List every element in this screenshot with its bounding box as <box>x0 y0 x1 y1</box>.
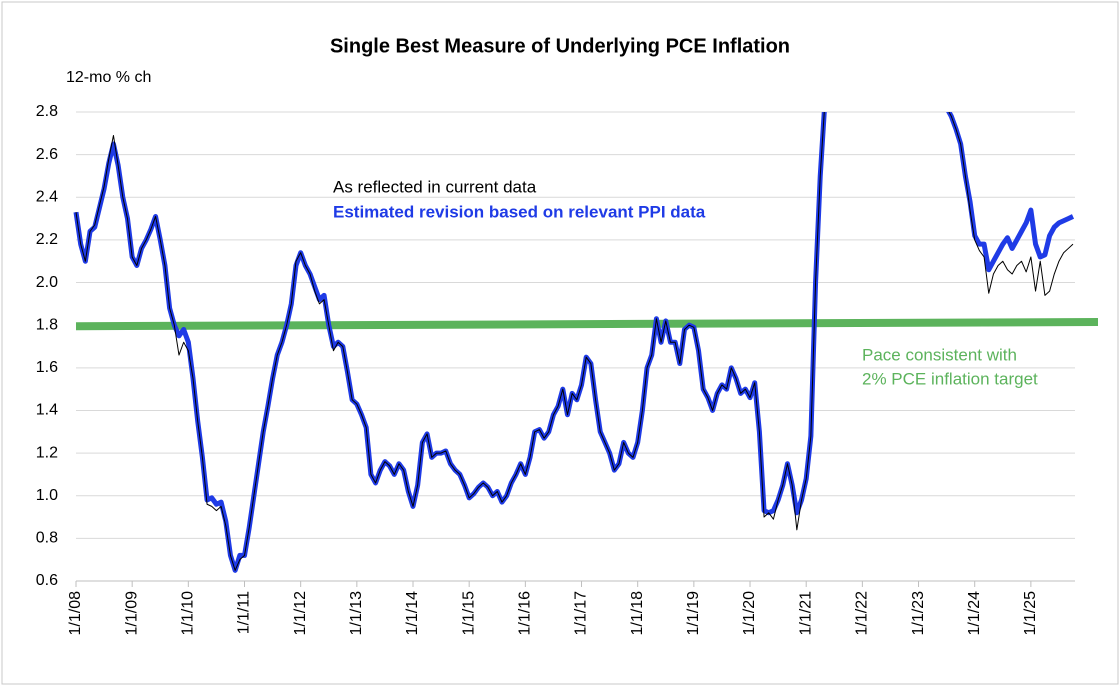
series-line <box>75 112 1074 571</box>
y-tick-label: 1.0 <box>36 487 58 504</box>
chart-title: Single Best Measure of Underlying PCE In… <box>330 35 790 57</box>
y-axis-label: 12-mo % ch <box>66 69 151 86</box>
y-tick-label: 1.8 <box>36 316 58 333</box>
x-tick-label: 1/1/22 <box>854 591 871 636</box>
x-tick-label: 1/1/19 <box>685 591 702 636</box>
y-tick-label: 1.4 <box>36 402 58 419</box>
x-tick-label: 1/1/23 <box>910 591 927 636</box>
x-tick-label: 1/1/18 <box>629 591 646 636</box>
target-label: Pace consistent with <box>862 345 1017 364</box>
y-tick-label: 1.6 <box>36 359 58 376</box>
y-tick-label: 2.0 <box>36 274 58 291</box>
x-tick-label: 1/1/08 <box>67 591 84 636</box>
x-tick-label: 1/1/25 <box>1022 591 1039 636</box>
x-tick-label: 1/1/15 <box>460 591 477 636</box>
x-tick-label: 1/1/21 <box>797 591 814 636</box>
x-tick-label: 1/1/14 <box>404 591 421 636</box>
y-tick-label: 0.6 <box>36 572 58 589</box>
x-tick-label: 1/1/24 <box>966 591 983 636</box>
x-tick-label: 1/1/20 <box>741 591 758 636</box>
legend-entry: Estimated revision based on relevant PPI… <box>333 202 706 221</box>
legend-entry: As reflected in current data <box>333 177 537 196</box>
y-tick-label: 1.2 <box>36 444 58 461</box>
x-tick-label: 1/1/12 <box>292 591 309 636</box>
y-tick-label: 0.8 <box>36 530 58 547</box>
x-tick-label: 1/1/17 <box>573 591 590 636</box>
target-line <box>75 317 1099 331</box>
x-tick-label: 1/1/16 <box>517 591 534 636</box>
plot-lines <box>73 112 1075 573</box>
x-tick-label: 1/1/09 <box>123 591 140 636</box>
x-tick-label: 1/1/10 <box>180 591 197 636</box>
y-tick-label: 2.8 <box>36 103 58 120</box>
y-tick-label: 2.2 <box>36 231 58 248</box>
x-tick-label: 1/1/11 <box>236 591 253 634</box>
y-tick-label: 2.6 <box>36 146 58 163</box>
target-label: 2% PCE inflation target <box>862 369 1038 388</box>
y-tick-label: 2.4 <box>36 188 58 205</box>
x-tick-label: 1/1/13 <box>348 591 365 636</box>
